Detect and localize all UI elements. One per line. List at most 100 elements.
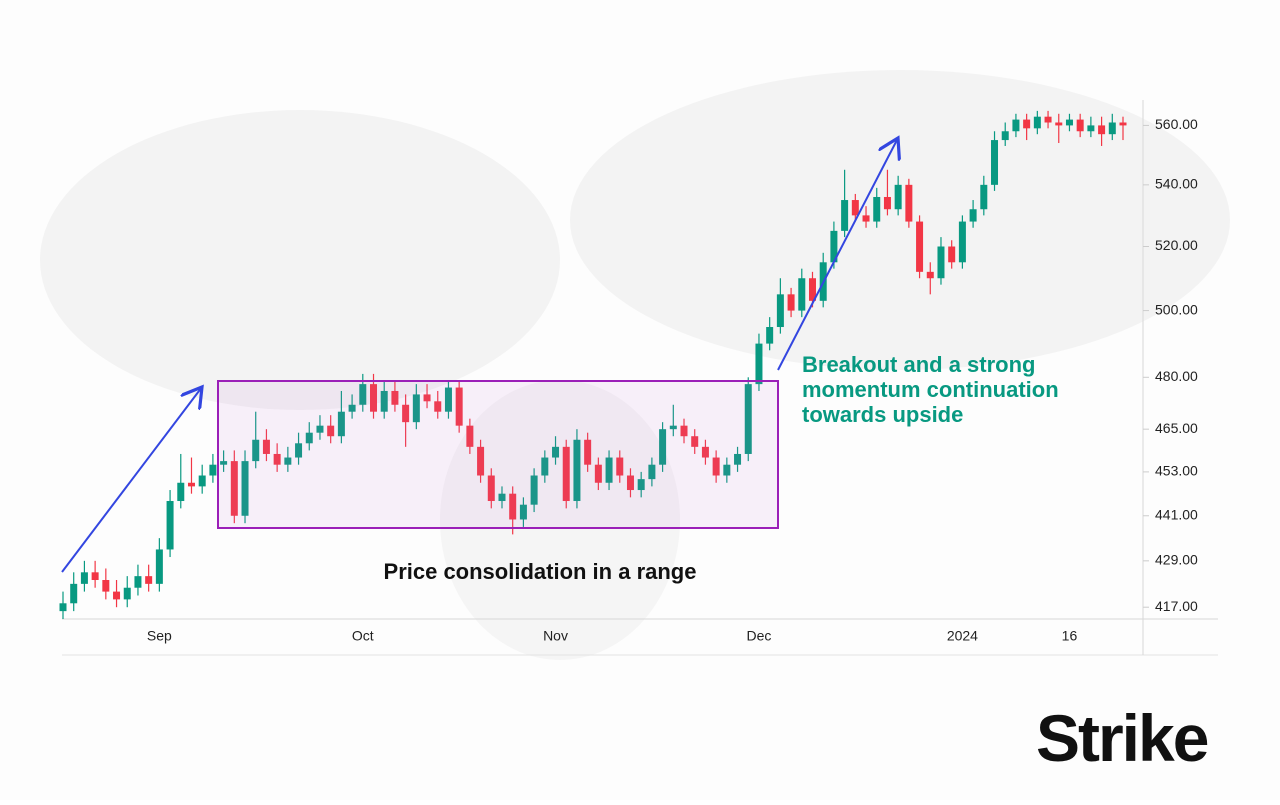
- candle-body: [883, 196, 891, 210]
- breakout-annotation: Breakout and a strong momentum continuat…: [802, 352, 1059, 427]
- trend-arrow: [777, 138, 898, 371]
- candle-body: [905, 184, 913, 222]
- candle-body: [594, 464, 602, 483]
- candle-body: [776, 294, 784, 328]
- candle-body: [541, 457, 549, 476]
- logo: Strike: [1036, 701, 1209, 775]
- candle-body: [113, 591, 121, 600]
- candle-body: [862, 215, 870, 222]
- candle-body: [562, 446, 570, 502]
- candle-body: [659, 429, 667, 465]
- candle-body: [155, 549, 163, 584]
- candle-body: [519, 504, 527, 520]
- candle-body: [487, 475, 495, 502]
- x-tick-label: Sep: [147, 628, 172, 644]
- y-tick-label: 465.00: [1155, 420, 1198, 436]
- candle-body: [1065, 119, 1073, 126]
- candle-body: [648, 464, 656, 480]
- candle-body: [712, 457, 720, 476]
- candle-body: [477, 446, 485, 476]
- candle-body: [969, 209, 977, 222]
- candle-body: [434, 401, 442, 412]
- candle-body: [134, 576, 142, 588]
- candle-body: [1023, 119, 1031, 129]
- candle-body: [284, 457, 292, 465]
- y-tick-label: 540.00: [1155, 176, 1198, 192]
- candle-body: [1076, 119, 1084, 132]
- x-tick-label: Nov: [543, 628, 568, 644]
- candle-body: [701, 446, 709, 458]
- candle-body: [337, 411, 345, 437]
- candle-body: [808, 278, 816, 301]
- candle-body: [552, 446, 560, 458]
- candle-body: [958, 221, 966, 263]
- candle-body: [1033, 116, 1041, 129]
- candle-body: [509, 493, 517, 520]
- candle-body: [723, 464, 731, 476]
- y-tick-label: 441.00: [1155, 506, 1198, 522]
- candle-body: [948, 246, 956, 263]
- candle-body: [573, 439, 581, 502]
- candle-body: [230, 461, 238, 516]
- range-box: [217, 380, 779, 529]
- candle-body: [937, 246, 945, 279]
- candle-body: [402, 404, 410, 423]
- candle-body: [166, 501, 174, 550]
- candle-body: [348, 404, 356, 412]
- candle-body: [252, 439, 260, 462]
- candle-body: [187, 482, 195, 487]
- candle-body: [1044, 116, 1052, 123]
- candle-body: [455, 387, 463, 426]
- y-tick-label: 500.00: [1155, 301, 1198, 317]
- candle-body: [359, 384, 367, 405]
- x-tick-label: Oct: [352, 628, 374, 644]
- trend-arrow: [61, 387, 202, 573]
- candle-body: [209, 464, 217, 476]
- candle-body: [80, 572, 88, 584]
- y-tick-label: 520.00: [1155, 237, 1198, 253]
- candle-body: [305, 432, 313, 444]
- candle-body: [926, 271, 934, 279]
- candle-body: [626, 475, 634, 491]
- candle-body: [295, 443, 303, 458]
- y-tick-label: 560.00: [1155, 116, 1198, 132]
- candle-body: [616, 457, 624, 476]
- candle-body: [637, 479, 645, 491]
- candle-body: [220, 461, 228, 465]
- candle-body: [498, 493, 506, 502]
- candle-body: [991, 140, 999, 185]
- candle-body: [380, 390, 388, 412]
- candle-body: [412, 394, 420, 423]
- map-shape: [40, 110, 560, 410]
- candle-body: [830, 230, 838, 263]
- candle-body: [262, 439, 270, 454]
- candle-body: [734, 453, 742, 465]
- candles: [59, 110, 1127, 619]
- candle-body: [1055, 122, 1063, 126]
- candle-body: [423, 394, 431, 402]
- candle-body: [744, 384, 752, 454]
- candle-body: [59, 603, 67, 612]
- candle-body: [444, 387, 452, 412]
- range-annotation: Price consolidation in a range: [384, 559, 697, 584]
- candle-body: [177, 482, 185, 502]
- candle-body: [980, 184, 988, 210]
- x-tick-label: 16: [1062, 628, 1078, 644]
- candle-body: [787, 294, 795, 311]
- map-shape: [440, 380, 680, 660]
- y-tick-label: 429.00: [1155, 552, 1198, 568]
- x-tick-label: Dec: [747, 628, 772, 644]
- candle-body: [894, 184, 902, 210]
- candle-body: [584, 439, 592, 465]
- candle-body: [1108, 122, 1116, 135]
- candle-body: [1087, 125, 1095, 132]
- candle-body: [123, 587, 131, 600]
- candle-body: [916, 221, 924, 272]
- candle-body: [70, 583, 78, 604]
- y-tick-label: 480.00: [1155, 368, 1198, 384]
- x-tick-label: 2024: [947, 628, 978, 644]
- candle-body: [766, 327, 774, 344]
- candle-body: [841, 200, 849, 231]
